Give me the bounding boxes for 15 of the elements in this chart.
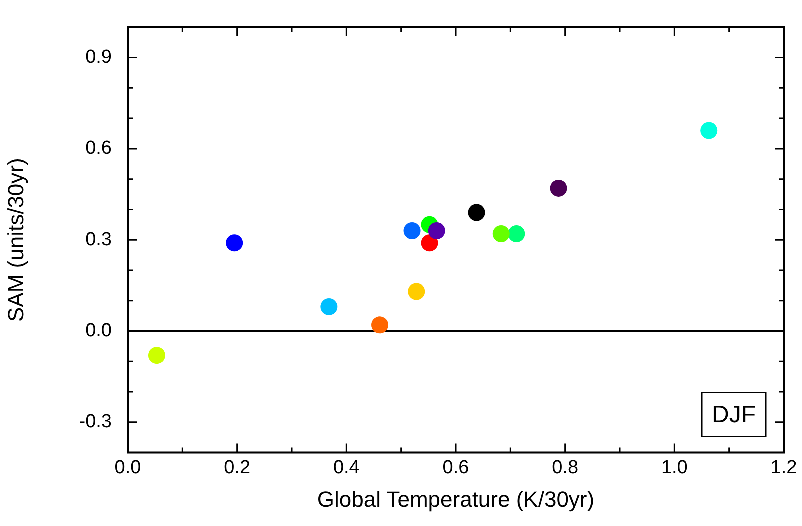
y-tick-label: 0.3: [86, 229, 112, 250]
y-tick-label: -0.3: [79, 412, 112, 433]
x-tick-label: 0.6: [442, 457, 470, 478]
x-tick-label: 0.0: [114, 457, 142, 478]
y-tick-label: 0.6: [86, 138, 112, 160]
y-tick-label: 0.0: [86, 320, 112, 342]
x-tick-label: 1.0: [661, 457, 688, 478]
x-tick-label: 0.4: [333, 457, 360, 478]
x-tick-label: 0.2: [224, 457, 251, 478]
x-tick-label: 0.8: [552, 457, 579, 478]
y-axis-title: SAM (units/30yr): [3, 158, 28, 322]
annotation: DJF: [712, 401, 756, 428]
x-tick-label: 1.2: [770, 457, 798, 478]
x-axis-title: Global Temperature (K/30yr): [317, 486, 595, 512]
y-tick-label: 0.9: [86, 47, 112, 68]
